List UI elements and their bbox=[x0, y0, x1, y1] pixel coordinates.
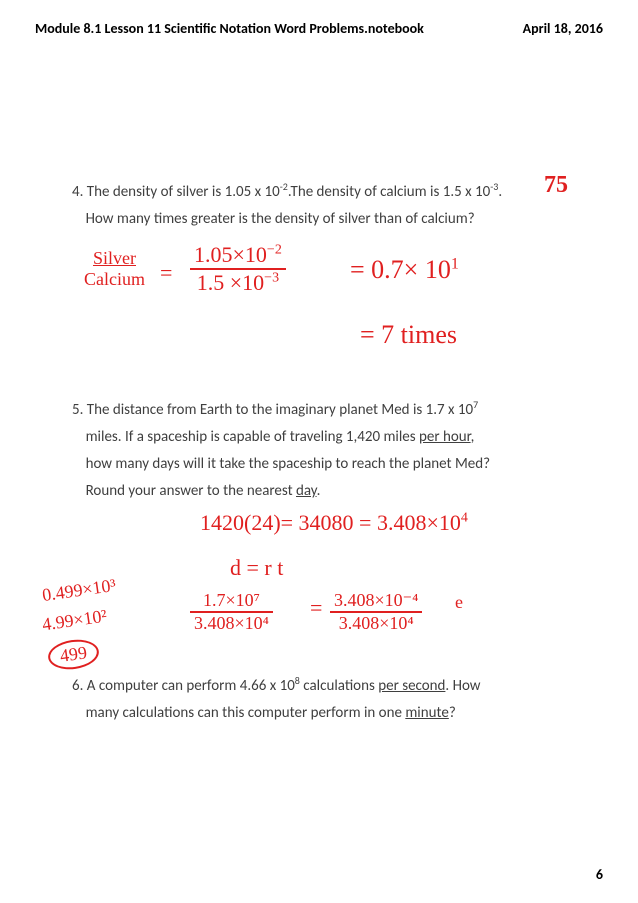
p4-l2: How many times greater is the density of… bbox=[86, 210, 475, 228]
p6-t2u: minute bbox=[405, 704, 449, 722]
p5-t2b: , bbox=[471, 428, 475, 446]
problem-4: 4. The density of silver is 1.05 x 10-2.… bbox=[72, 178, 542, 233]
p6-t1b: calculations bbox=[300, 677, 378, 695]
p5-num: 5. bbox=[72, 401, 83, 419]
header-title: Module 8.1 Lesson 11 Scientific Notation… bbox=[35, 20, 424, 37]
p6-t2b: ? bbox=[449, 704, 456, 722]
p5-formula: d = r t bbox=[230, 555, 283, 581]
p5-left1: 0.499×10³ bbox=[41, 575, 117, 606]
p5-t4b: . bbox=[317, 482, 321, 500]
problem-6: 6. A computer can perform 4.66 x 108 cal… bbox=[72, 672, 521, 727]
p4-work-frac1: Silver Calcium bbox=[80, 248, 149, 290]
p5-left3: 499 bbox=[46, 637, 101, 673]
p5-left2: 4.99×10² bbox=[41, 606, 108, 636]
p6-num: 6. bbox=[72, 677, 83, 695]
p4-result1: = 0.7× 101 bbox=[350, 255, 459, 285]
p6-t2a: many calculations can this computer perf… bbox=[86, 704, 406, 722]
score-annotation: 75 bbox=[544, 172, 568, 199]
p6-t1c: . How bbox=[445, 677, 480, 695]
header-date: April 18, 2016 bbox=[523, 20, 603, 37]
p4-eq1: = bbox=[160, 260, 172, 286]
p4-e1: -2 bbox=[280, 180, 288, 193]
p5-e1: 7 bbox=[473, 398, 478, 411]
p5-eq: = bbox=[310, 595, 322, 621]
p4-t2: .The density of calcium is 1.5 x 10 bbox=[288, 183, 490, 201]
p5-t4u: day bbox=[296, 482, 317, 500]
p5-frac-a: 1.7×10⁷ 3.408×10⁴ bbox=[190, 590, 273, 634]
p4-work-frac2: 1.05×10−2 1.5 ×10−3 bbox=[190, 242, 286, 296]
problem-5: 5. The distance from Earth to the imagin… bbox=[72, 396, 530, 505]
p4-t3: . bbox=[498, 183, 502, 201]
p6-t1u: per second bbox=[378, 677, 445, 695]
p5-t2u: per hour bbox=[419, 428, 471, 446]
p4-result2: = 7 times bbox=[360, 320, 457, 350]
p4-t1: The density of silver is 1.05 x 10 bbox=[87, 183, 280, 201]
p5-t4a: Round your answer to the nearest bbox=[86, 482, 296, 500]
p5-t3: how many days will it take the spaceship… bbox=[86, 455, 491, 473]
problem-4-num: 4. bbox=[72, 183, 83, 201]
p5-t2a: miles. If a spaceship is capable of trav… bbox=[86, 428, 419, 446]
p5-frac-b: 3.408×10⁻⁴ 3.408×10⁴ bbox=[330, 590, 422, 634]
p6-t1a: A computer can perform 4.66 x 10 bbox=[87, 677, 295, 695]
p5-calc1: 1420(24)= 34080 = 3.408×104 bbox=[200, 510, 468, 536]
p5-t1: The distance from Earth to the imaginary… bbox=[87, 401, 473, 419]
page-number: 6 bbox=[596, 866, 603, 883]
p5-e: e bbox=[455, 592, 463, 613]
